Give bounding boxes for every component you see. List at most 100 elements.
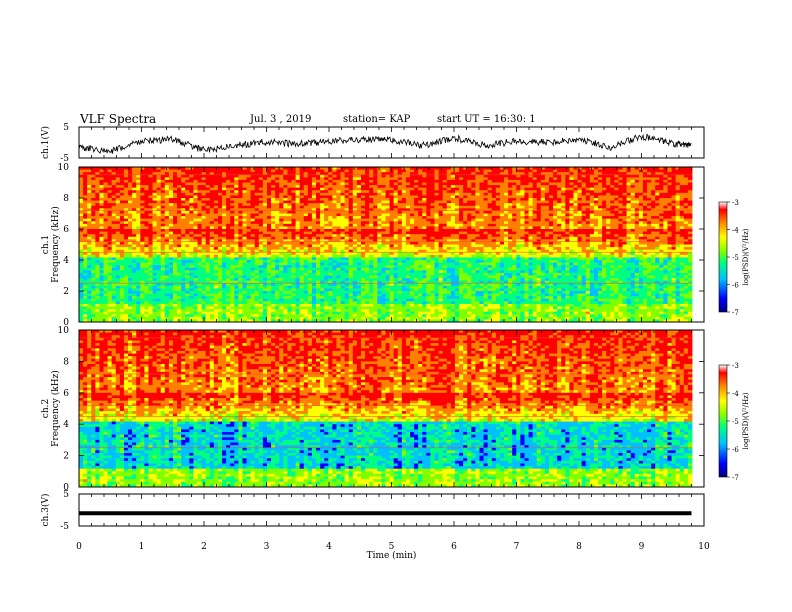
spectrogram-cell [95, 309, 100, 313]
spectrogram-cell [91, 187, 96, 191]
spectrogram-cell [148, 195, 153, 199]
spectrogram-cell [414, 301, 419, 305]
spectrogram-cell [410, 319, 415, 323]
spectrogram-cell [193, 210, 198, 214]
spectrogram-cell [369, 265, 374, 269]
spectrogram-cell [238, 272, 243, 276]
spectrogram-cell [271, 272, 276, 276]
spectrogram-cell [217, 174, 223, 178]
spectrogram-cell [324, 272, 329, 276]
spectrogram-cell [189, 198, 194, 201]
spectrogram-cell [238, 172, 243, 176]
spectrogram-cell [381, 257, 386, 261]
spectrogram-cell [393, 309, 399, 313]
spectrogram-cell [213, 291, 219, 294]
spectrogram-cell [177, 254, 182, 258]
spectrogram-cell [136, 218, 141, 222]
spectrogram-cell [128, 278, 133, 282]
spectrogram-cell [119, 267, 125, 271]
spectrogram-cell [258, 192, 264, 196]
spectrogram-cell [295, 210, 301, 214]
spectrogram-cell [164, 216, 170, 220]
spectrogram-cell [295, 301, 301, 305]
spectrogram-cell [238, 296, 243, 300]
spectrogram-cell [410, 272, 415, 276]
spectrogram-cell [389, 229, 395, 232]
spectrogram-cell [242, 283, 247, 287]
spectrogram-cell [320, 309, 325, 313]
spectrogram-cell [373, 296, 378, 300]
spectrogram-cell [123, 179, 129, 183]
spectrogram-cell [205, 278, 211, 282]
spectrogram-cell [148, 223, 153, 227]
spectrogram-cell [271, 172, 276, 176]
spectrogram-cell [299, 172, 305, 176]
spectrogram-cell [119, 247, 125, 251]
spectrogram-cell [336, 275, 341, 279]
spectrogram-cell [226, 218, 231, 222]
spectrogram-cell [238, 231, 243, 235]
spectrogram-cell [271, 167, 276, 170]
spectrogram-cell [385, 234, 390, 238]
spectrogram-cell [344, 262, 350, 266]
spectrogram-cell [230, 296, 235, 300]
spectrogram-cell [332, 229, 337, 232]
spectrogram-cell [279, 244, 284, 248]
spectrogram-cell [348, 249, 354, 253]
spectrogram-cell [246, 285, 252, 289]
spectrogram-cell [246, 174, 252, 178]
spectrogram-cell [164, 247, 170, 251]
spectrogram-cell [275, 265, 280, 269]
spectrogram-cell [172, 270, 178, 274]
spectrogram-cell [316, 229, 321, 232]
spectrogram-cell [123, 223, 129, 227]
spectrogram-cell [213, 172, 219, 176]
spectrogram-cell [119, 205, 125, 209]
spectrogram-cell [385, 272, 390, 276]
spectrogram-cell [234, 285, 239, 289]
spectrogram-cell [193, 218, 198, 222]
spectrogram-cell [393, 239, 399, 243]
spectrogram-cell [238, 311, 243, 315]
spectrogram-cell [397, 210, 403, 214]
spectrogram-cell [410, 244, 415, 248]
spectrogram-cell [242, 229, 247, 232]
spectrogram-cell [336, 231, 341, 235]
spectrogram-cell [410, 285, 415, 289]
spectrogram-cell [352, 249, 358, 253]
spectrogram-cell [418, 200, 423, 204]
spectrogram-cell [242, 265, 247, 269]
spectrogram-cell [360, 244, 366, 248]
spectrogram-cell [365, 218, 370, 222]
spectrogram-cell [360, 187, 366, 191]
spectrogram-cell [373, 260, 378, 263]
spectrogram-cell [107, 231, 113, 235]
spectrogram-cell [152, 231, 158, 235]
spectrogram-cell [87, 192, 92, 196]
spectrogram-cell [189, 200, 194, 204]
spectrogram-cell [242, 244, 247, 248]
spectrogram-cell [271, 229, 276, 232]
spectrogram-cell [172, 280, 178, 284]
spectrogram-cell [275, 275, 280, 279]
spectrogram-cell [369, 190, 374, 194]
spectrogram-cell [320, 260, 325, 263]
spectrogram-cell [271, 247, 276, 251]
spectrogram-cell [242, 260, 247, 263]
spectrogram-cell [373, 216, 378, 220]
spectrogram-cell [360, 298, 366, 302]
spectrogram-cell [103, 247, 109, 251]
spectrogram-cell [381, 229, 386, 232]
spectrogram-cell [271, 280, 276, 284]
spectrogram-cell [352, 257, 358, 261]
spectrogram-cell [128, 280, 133, 284]
spectrogram-cell [99, 247, 104, 251]
spectrogram-cell [254, 195, 260, 199]
spectrogram-cell [234, 198, 239, 201]
spectrogram-cell [152, 203, 158, 207]
spectrogram-cell [99, 169, 104, 173]
spectrogram-cell [356, 270, 362, 274]
spectrogram-cell [279, 198, 284, 201]
spectrogram-cell [385, 267, 390, 271]
spectrogram-cell [242, 249, 247, 253]
